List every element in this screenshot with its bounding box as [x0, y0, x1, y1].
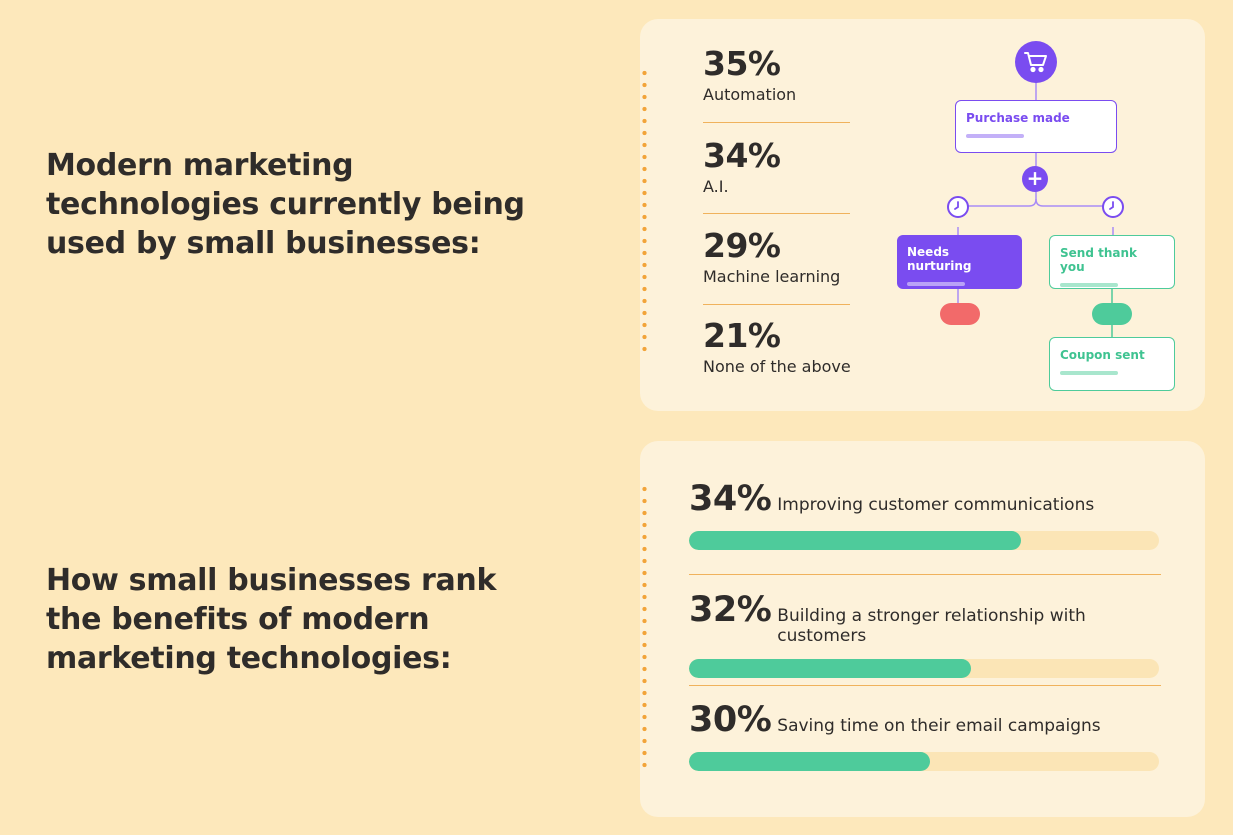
benefit-value: 34%	[689, 479, 772, 519]
purchase-made-node: Purchase made	[955, 100, 1117, 153]
benefit-bar-track	[689, 659, 1159, 678]
dotted-decoration	[642, 483, 647, 773]
green-status-pill	[1092, 303, 1132, 325]
node-placeholder-bar	[966, 134, 1024, 138]
benefit-bar-track	[689, 752, 1159, 771]
stat-label: None of the above	[703, 357, 851, 376]
stat-machine-learning: 29% Machine learning	[703, 228, 853, 287]
node-placeholder-bar	[1060, 371, 1118, 375]
heading-tech-used: Modern marketing technologies currently …	[46, 148, 525, 261]
benefit-row: 30% Saving time on their email campaigns	[689, 701, 1161, 771]
benefit-bar-fill	[689, 752, 931, 771]
stat-divider	[703, 122, 850, 123]
stat-value: 21%	[703, 316, 781, 355]
stat-label: Machine learning	[703, 267, 841, 286]
benefit-row: 32% Building a stronger relationship wit…	[689, 591, 1161, 678]
benefit-bar-fill	[689, 659, 972, 678]
stat-ai: 34% A.I.	[703, 138, 853, 197]
stat-divider	[703, 304, 850, 305]
node-label: Needs nurturing	[907, 245, 972, 273]
benefit-label: Building a stronger relationship with cu…	[777, 606, 1086, 646]
needs-nurturing-node: Needs nurturing	[897, 235, 1022, 289]
stat-none: 21% None of the above	[703, 318, 853, 377]
benefit-divider	[689, 574, 1161, 575]
benefit-label: Improving customer communications	[777, 495, 1095, 515]
send-thank-you-node: Send thank you	[1049, 235, 1175, 289]
benefit-bar-fill	[689, 531, 1021, 550]
node-label: Purchase made	[966, 111, 1070, 125]
benefits-card: 34% Improving customer communications 32…	[640, 441, 1205, 817]
benefit-divider	[689, 685, 1161, 686]
benefit-label: Saving time on their email campaigns	[777, 716, 1101, 736]
stat-value: 29%	[703, 226, 781, 265]
tech-usage-card: 35% Automation 34% A.I. 29% Machine lear…	[640, 19, 1205, 411]
coupon-sent-node: Coupon sent	[1049, 337, 1175, 391]
node-label: Send thank you	[1060, 246, 1137, 274]
stat-label: A.I.	[703, 177, 729, 196]
node-placeholder-bar	[1060, 283, 1118, 287]
node-label: Coupon sent	[1060, 348, 1145, 362]
stat-label: Automation	[703, 85, 797, 104]
dotted-decoration	[642, 67, 647, 357]
clock-icon	[1102, 196, 1124, 218]
clock-icon	[947, 196, 969, 218]
red-status-pill	[940, 303, 980, 325]
benefit-value: 30%	[689, 700, 772, 740]
benefit-bar-track	[689, 531, 1159, 550]
stat-automation: 35% Automation	[703, 46, 853, 105]
heading-benefits: How small businesses rank the benefits o…	[46, 563, 497, 676]
stat-value: 34%	[703, 136, 781, 175]
node-placeholder-bar	[907, 282, 965, 286]
plus-icon: +	[1022, 166, 1048, 192]
benefit-value: 32%	[689, 590, 772, 630]
shopping-cart-icon	[1015, 41, 1057, 83]
stat-divider	[703, 213, 850, 214]
benefit-row: 34% Improving customer communications	[689, 480, 1161, 550]
stat-value: 35%	[703, 44, 781, 83]
